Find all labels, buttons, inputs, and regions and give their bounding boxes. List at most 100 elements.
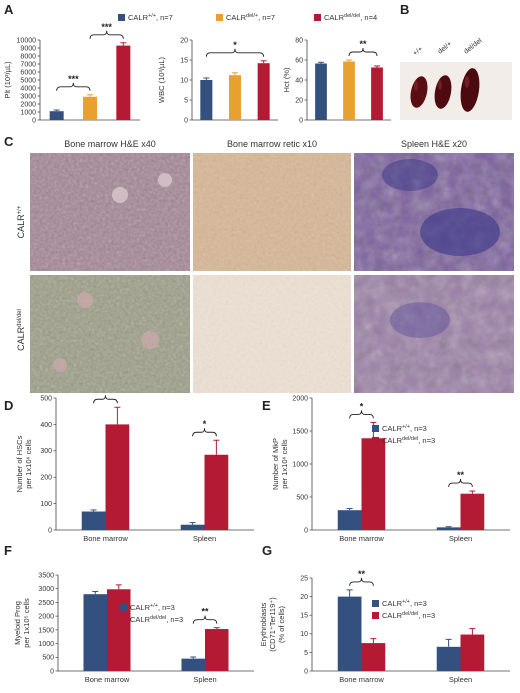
legend-label-g-wt: CALR+/+, n=3 <box>382 599 427 608</box>
y-tick-label-A1-3: 3000 <box>20 93 36 100</box>
histo-wt-bm-he <box>30 153 190 271</box>
legend-swatch-g-wt <box>372 600 379 607</box>
y-tick-label-A3-2: 40 <box>295 77 303 84</box>
x-tick-label-D-1: Spleen <box>193 534 216 543</box>
bar-A3-wt <box>315 63 327 120</box>
y-tick-label-D-2: 200 <box>40 475 52 482</box>
col-header-bm-he: Bone marrow H&E x40 <box>64 139 156 149</box>
bar-G-hom-0 <box>361 643 386 671</box>
panel-label-c: C <box>4 134 14 149</box>
legend-swatch-e-hom <box>372 437 379 444</box>
legend-swatch-a-het <box>216 14 223 21</box>
legend-label-a-wt: CALR+/+, n=7 <box>128 13 173 22</box>
spleen-label-hom: del/del <box>463 37 484 55</box>
chart-erythroblasts: 0 5 10 15 20 25 Erythroblasts(CD71⁺Ter119⁺)(% … <box>259 569 510 684</box>
sig-E-1-brace <box>448 479 473 488</box>
y-tick-label-D-1: 100 <box>40 501 52 508</box>
chart-hct: 0 20 40 60 80 Hct (%) ** <box>282 37 391 124</box>
panel-label-b: B <box>400 2 409 17</box>
legend-swatch-a-wt <box>118 14 125 21</box>
x-tick-label-F-1: Spleen <box>193 675 216 684</box>
chart-platelets: 0100020003000400050006000700080009000100… <box>3 22 140 124</box>
y-tick-label-A2-4: 20 <box>180 37 188 44</box>
y-tick-label-A1-4: 4000 <box>20 85 36 92</box>
spleen-photo: +/+ del/+ del/del <box>400 37 512 120</box>
y-tick-label-A1-2: 2000 <box>20 101 36 108</box>
y-tick-label-F-2: 1000 <box>38 641 54 648</box>
sig-D-1-brace <box>192 428 217 437</box>
chart-myeloid-prog: 0 500 1000 1500 2000 2500 3000 3500 Myeloid Prog… <box>13 572 254 684</box>
bar-E-wt-0 <box>337 510 362 530</box>
bar-A3-het <box>343 61 355 120</box>
y-tick-label-A2-2: 10 <box>180 77 188 84</box>
y-axis-label-G: Erythroblasts(CD71⁺Ter119⁺)(% of cells) <box>259 597 286 652</box>
y-axis-label-F: Myeloid Progper 1x10⁵ cells <box>13 598 31 648</box>
legend-a: CALR+/+, n=7 CALRdel/+, n=7 CALRdel/del, n… <box>118 13 377 22</box>
sig-A1-1-brace <box>89 30 124 39</box>
bar-F-wt-0 <box>83 594 107 671</box>
x-tick-label-F-0: Bone marrow <box>85 675 130 684</box>
legend-swatch-f-wt <box>120 604 127 611</box>
histo-hom-spleen-he <box>354 275 514 393</box>
legend-label-e-hom: CALRdel/del, n=3 <box>382 436 435 445</box>
histo-wt-bm-retic <box>193 153 351 271</box>
bar-A1-wt <box>49 111 64 120</box>
sig-F-0-label: ** <box>201 607 209 617</box>
x-tick-label-G-0: Bone marrow <box>339 675 384 684</box>
bar-F-wt-1 <box>181 658 205 671</box>
y-tick-label-E-4: 2000 <box>292 395 308 402</box>
bar-D-hom-1 <box>204 454 229 530</box>
bar-A2-wt <box>200 80 213 120</box>
x-tick-label-E-1: Spleen <box>449 534 472 543</box>
chart-hsc: 0 100 200 300 400 500 Number of HSCsper 1x10⁶ … <box>15 386 254 543</box>
sig-D-0-brace <box>93 395 118 404</box>
y-tick-label-G-1: 5 <box>304 650 308 657</box>
panel-label-e: E <box>262 398 271 413</box>
legend-label-f-wt: CALR+/+, n=3 <box>130 603 175 612</box>
y-tick-label-A1-6: 6000 <box>20 69 36 76</box>
histo-wt-spleen-he <box>354 153 514 271</box>
y-tick-label-F-5: 2500 <box>38 600 54 607</box>
y-tick-label-A1-5: 5000 <box>20 77 36 84</box>
y-tick-label-D-0: 0 <box>48 527 52 534</box>
y-tick-label-A1-9: 9000 <box>20 45 36 52</box>
bar-A2-hom <box>257 63 270 120</box>
chart-wbc: 0 5 10 15 20 WBC (10³/µL) * <box>157 37 278 124</box>
y-tick-label-A1-8: 8000 <box>20 53 36 60</box>
sig-A2-0-brace <box>205 48 265 57</box>
bar-G-hom-1 <box>460 634 485 671</box>
sig-A1-1-label: *** <box>101 22 112 32</box>
bar-G-wt-1 <box>436 646 461 671</box>
y-tick-label-A3-1: 20 <box>295 97 303 104</box>
panel-label-a: A <box>4 2 14 17</box>
x-tick-label-G-1: Spleen <box>449 675 472 684</box>
sig-E-0-brace <box>349 410 374 419</box>
bar-F-hom-0 <box>107 589 131 671</box>
bar-E-wt-1 <box>436 527 461 530</box>
sig-F-0-brace <box>192 615 218 624</box>
y-axis-label-E: Number of MkPper 1x10⁶ cells <box>271 438 289 490</box>
y-tick-label-A1-7: 7000 <box>20 61 36 68</box>
bar-E-hom-1 <box>460 493 485 530</box>
histology-grid: Bone marrow H&E x40 Bone marrow retic x1… <box>16 139 514 393</box>
y-tick-label-G-3: 15 <box>300 613 308 620</box>
y-tick-label-A1-0: 0 <box>32 117 36 124</box>
y-tick-label-A2-0: 0 <box>184 117 188 124</box>
legend-label-e-wt: CALR+/+, n=3 <box>382 424 427 433</box>
chart-mkp: 0 500 1000 1500 2000 Number of MkPper 1x10⁶ c… <box>271 395 510 543</box>
legend-label-g-hom: CALRdel/del, n=3 <box>382 611 435 620</box>
y-axis-label-D: Number of HSCsper 1x10⁶ cells <box>15 435 33 492</box>
bar-D-wt-0 <box>81 511 106 530</box>
y-tick-label-G-0: 0 <box>304 668 308 675</box>
y-tick-label-E-0: 0 <box>304 527 308 534</box>
y-axis-label-A1: Plt (10³/µL) <box>3 61 12 99</box>
y-tick-label-D-5: 500 <box>40 395 52 402</box>
sig-G-0-label: ** <box>358 569 366 579</box>
panel-label-g: G <box>262 543 272 558</box>
y-axis-label-A2: WBC (10³/µL) <box>157 57 166 103</box>
sig-A1-0-label: *** <box>68 74 79 84</box>
row-label-wt: CALR+/+ <box>16 205 26 238</box>
bar-D-hom-0 <box>105 424 130 530</box>
x-tick-label-E-0: Bone marrow <box>339 534 384 543</box>
